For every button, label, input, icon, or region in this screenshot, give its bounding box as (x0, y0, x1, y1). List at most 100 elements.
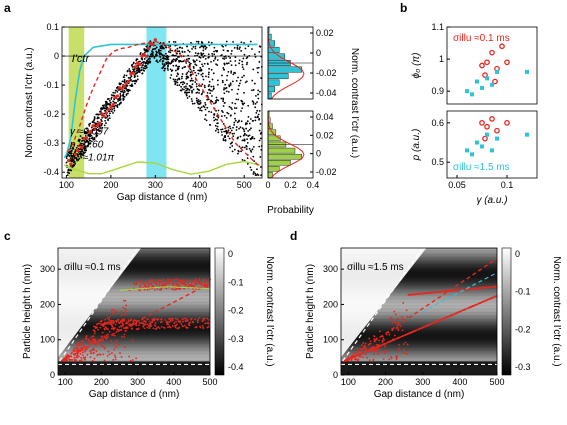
red-scatter-point (199, 325, 201, 328)
heat-band (58, 342, 210, 345)
data-point (252, 155, 255, 158)
data-point (227, 129, 230, 131)
data-point (88, 125, 91, 127)
cyan-marker (490, 82, 494, 87)
red-scatter-point (358, 353, 361, 356)
data-point (155, 55, 158, 57)
data-point (175, 80, 177, 83)
histogram-bar (267, 153, 302, 160)
cyan-marker (475, 79, 479, 84)
red-scatter-point (135, 322, 137, 325)
red-scatter-point (89, 340, 92, 343)
data-point (257, 113, 260, 116)
data-point (258, 61, 261, 63)
red-scatter-point (81, 351, 84, 354)
data-point (201, 75, 204, 78)
data-point (119, 93, 122, 95)
heat-x-tick-label: 300 (130, 377, 145, 387)
data-point (117, 100, 119, 102)
red-scatter-point (174, 326, 177, 329)
red-scatter-point (191, 320, 194, 323)
data-point (223, 92, 226, 95)
red-scatter-point (390, 356, 392, 358)
red-scatter-point (441, 290, 444, 293)
heat-band (58, 294, 210, 297)
data-point (176, 79, 179, 81)
heat-band (58, 267, 210, 270)
data-point (249, 149, 252, 152)
red-scatter-point (75, 347, 78, 350)
heat-band (58, 346, 210, 349)
data-point (160, 53, 163, 56)
red-scatter-point (491, 285, 494, 288)
data-point (235, 98, 238, 101)
data-point (213, 46, 216, 49)
data-point (181, 67, 184, 70)
red-scatter-point (147, 324, 150, 327)
red-scatter-point (379, 330, 381, 333)
red-scatter-point (106, 321, 109, 324)
hist-y-tick-label: -0.02 (316, 68, 337, 78)
data-point (110, 96, 113, 99)
red-scatter-point (173, 322, 176, 324)
histogram-bar (267, 79, 280, 86)
red-scatter-point (127, 319, 130, 321)
red-scatter-point (123, 333, 126, 336)
data-point (166, 56, 169, 59)
cyan-marker (495, 136, 499, 141)
red-scatter-point (127, 320, 130, 323)
data-point (251, 89, 253, 92)
x-tick-label: 100 (59, 180, 74, 190)
red-scatter-point (185, 326, 188, 329)
red-point (131, 71, 135, 75)
data-point (172, 64, 175, 67)
data-point (74, 150, 77, 153)
data-point (166, 67, 169, 70)
data-point (68, 152, 71, 155)
y-tick-label: -0.1 (43, 80, 59, 90)
data-point (167, 61, 169, 63)
data-point (238, 119, 240, 122)
data-point (131, 85, 133, 87)
heat-band (341, 259, 497, 262)
red-scatter-point (171, 287, 173, 290)
red-scatter-point (146, 282, 149, 285)
data-point (211, 52, 214, 55)
red-scatter-point (389, 316, 392, 319)
red-scatter-point (74, 359, 76, 362)
data-point (179, 81, 182, 84)
data-point (204, 57, 207, 60)
red-scatter-point (66, 359, 69, 362)
data-point (256, 168, 258, 171)
heat-band (58, 317, 210, 320)
data-point (128, 68, 131, 70)
red-scatter-point (469, 306, 472, 308)
data-point (136, 78, 139, 81)
red-scatter-point (92, 352, 95, 355)
data-point (231, 80, 234, 83)
data-point (227, 112, 230, 115)
data-point (200, 109, 203, 112)
data-point (113, 107, 116, 110)
data-point (213, 119, 216, 122)
b-y-tick-label: 0.9 (431, 86, 444, 96)
data-point (125, 74, 128, 77)
red-scatter-point (138, 280, 141, 283)
data-point (223, 68, 225, 71)
data-point (101, 122, 103, 125)
heat-band (341, 311, 497, 314)
red-scatter-point (455, 289, 458, 292)
red-scatter-point (467, 307, 470, 310)
red-scatter-point (158, 327, 161, 330)
data-point (241, 76, 244, 79)
heat-band (58, 257, 210, 260)
data-point (144, 48, 146, 51)
red-scatter-point (202, 279, 205, 282)
data-point (235, 129, 238, 131)
data-point (103, 107, 105, 110)
data-point (195, 40, 198, 43)
data-point (243, 139, 246, 142)
red-scatter-point (100, 335, 103, 338)
data-point (173, 80, 176, 82)
data-point (234, 60, 237, 62)
